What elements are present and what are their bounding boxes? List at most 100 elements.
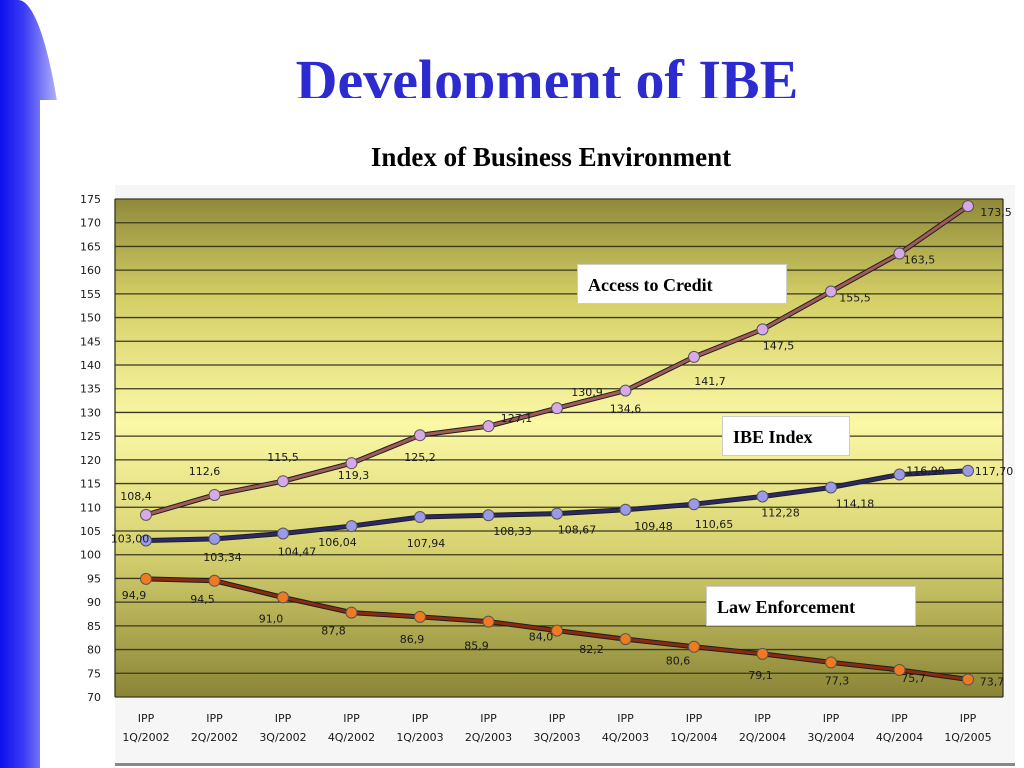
data-label: 77,3 (825, 674, 850, 687)
data-point (551, 402, 563, 415)
data-point (688, 640, 700, 653)
data-label: 103,34 (203, 551, 242, 564)
data-label: 86,9 (400, 633, 425, 646)
legend-law-enforcement: Law Enforcement (706, 586, 916, 626)
data-label: 94,5 (190, 593, 215, 606)
data-point (825, 481, 837, 494)
y-tick-label: 125 (80, 430, 101, 443)
data-point (893, 247, 906, 260)
data-label: 108,4 (120, 490, 152, 503)
data-label: 116,90 (906, 465, 945, 478)
y-tick-label: 175 (80, 193, 101, 206)
data-point (688, 350, 700, 363)
data-point (619, 384, 632, 397)
data-point (825, 285, 837, 298)
data-label: 104,47 (278, 546, 317, 559)
data-point (414, 511, 426, 524)
data-label: 85,9 (464, 640, 489, 653)
data-label: 103,00 (111, 532, 150, 545)
data-label: 94,9 (122, 589, 147, 602)
x-tick-label: IPP 4Q/2002 (328, 712, 375, 744)
data-label: 107,94 (407, 537, 446, 550)
data-point (619, 633, 632, 646)
x-tick-label: IPP 2Q/2004 (739, 712, 786, 744)
data-point (551, 624, 563, 637)
data-point (688, 498, 700, 511)
data-point (140, 508, 152, 521)
data-point (962, 673, 974, 686)
y-tick-label: 95 (87, 572, 101, 585)
data-label: 134,6 (610, 403, 642, 416)
x-tick-label: IPP 2Q/2003 (465, 712, 512, 744)
x-tick-label: IPP 4Q/2003 (602, 712, 649, 744)
data-label: 82,2 (579, 643, 604, 656)
x-tick-label: IPP 4Q/2004 (876, 712, 923, 744)
y-tick-label: 85 (87, 620, 101, 633)
data-point (140, 534, 152, 547)
x-tick-label: IPP 1Q/2003 (396, 712, 443, 744)
data-label: 106,04 (318, 536, 357, 549)
data-point (345, 606, 358, 619)
y-tick-label: 170 (80, 217, 101, 230)
data-point (208, 574, 221, 587)
data-point (277, 475, 289, 488)
data-label: 112,6 (189, 465, 221, 478)
data-label: 112,28 (761, 506, 800, 519)
data-label: 84,0 (529, 631, 554, 644)
data-label: 80,6 (666, 655, 691, 668)
data-label: 109,48 (634, 520, 673, 533)
legend-ibe-index: IBE Index (722, 416, 850, 456)
y-tick-label: 135 (80, 383, 101, 396)
data-point (345, 457, 358, 470)
slide-title: Development of IBE (295, 48, 799, 98)
y-tick-label: 140 (80, 359, 101, 372)
data-point (825, 656, 837, 669)
y-tick-label: 150 (80, 312, 101, 325)
data-label: 108,33 (493, 525, 532, 538)
data-point (756, 323, 769, 336)
y-tick-label: 130 (80, 406, 101, 419)
data-label: 87,8 (321, 625, 346, 638)
data-label: 73,7 (980, 675, 1005, 688)
data-point (414, 610, 426, 623)
data-label: 91,0 (259, 612, 284, 625)
data-point (482, 615, 495, 628)
data-point (482, 509, 495, 522)
data-point (208, 532, 221, 545)
data-point (345, 520, 358, 533)
data-label: 115,5 (267, 451, 299, 464)
data-point (277, 527, 289, 540)
y-tick-label: 155 (80, 288, 101, 301)
data-point (893, 468, 906, 481)
data-point (962, 464, 974, 477)
data-label: 119,3 (338, 469, 370, 482)
y-tick-label: 120 (80, 454, 101, 467)
data-label: 114,18 (836, 497, 875, 510)
bottom-rule (115, 763, 1015, 766)
data-point (277, 591, 289, 604)
data-label: 75,7 (901, 672, 926, 685)
x-tick-label: IPP 3Q/2002 (259, 712, 306, 744)
data-point (756, 490, 769, 503)
data-label: 125,2 (404, 451, 436, 464)
x-tick-label: IPP 1Q/2004 (670, 712, 717, 744)
data-label: 127,1 (501, 412, 533, 425)
y-tick-label: 80 (87, 644, 101, 657)
data-label: 173,5 (980, 206, 1012, 219)
data-label: 110,65 (695, 518, 734, 531)
data-point (962, 200, 974, 213)
data-point (208, 488, 221, 501)
y-tick-label: 165 (80, 240, 101, 253)
data-label: 79,1 (748, 669, 773, 682)
x-tick-label: IPP 1Q/2002 (122, 712, 169, 744)
data-label: 108,67 (558, 524, 597, 537)
x-tick-label: IPP 3Q/2003 (533, 712, 580, 744)
data-label: 147,5 (763, 339, 795, 352)
y-tick-label: 90 (87, 596, 101, 609)
data-point (414, 429, 426, 442)
y-tick-label: 160 (80, 264, 101, 277)
y-tick-label: 105 (80, 525, 101, 538)
chart-title: Index of Business Environment (370, 142, 732, 172)
y-tick-label: 75 (87, 667, 101, 680)
